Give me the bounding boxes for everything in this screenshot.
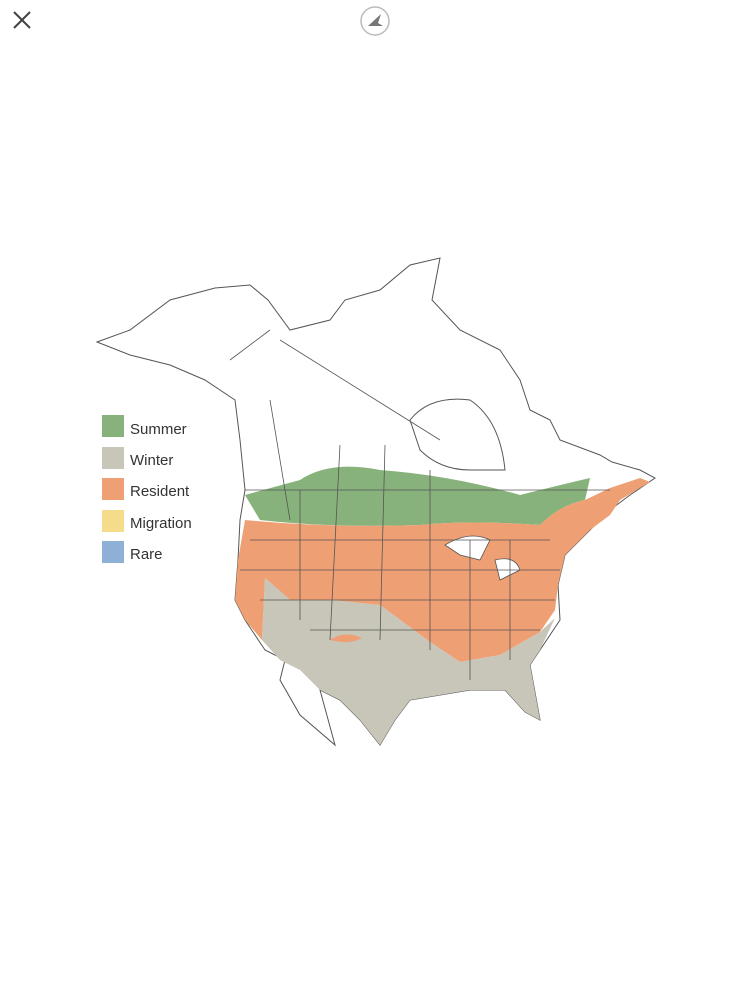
close-icon-stroke <box>13 11 31 29</box>
legend-swatch <box>102 510 124 532</box>
summer-range <box>245 466 590 526</box>
legend-swatch <box>102 415 124 437</box>
legend-swatch <box>102 541 124 563</box>
resident-patch <box>330 634 362 643</box>
winter-range <box>262 578 555 745</box>
range-map <box>95 257 656 747</box>
app-logo <box>360 6 390 36</box>
legend: Summer Winter Resident Migration Rare <box>102 415 192 563</box>
legend-swatch <box>102 447 124 469</box>
logo-bird <box>368 14 383 26</box>
legend-label: Winter <box>130 452 173 469</box>
legend-swatch <box>102 478 124 500</box>
state-borders <box>229 329 610 680</box>
legend-label: Resident <box>130 483 190 500</box>
legend-label: Rare <box>130 546 163 563</box>
legend-label: Summer <box>130 421 187 438</box>
legend-label: Migration <box>130 515 192 532</box>
close-button[interactable] <box>13 11 31 29</box>
hudson-bay <box>409 398 506 471</box>
